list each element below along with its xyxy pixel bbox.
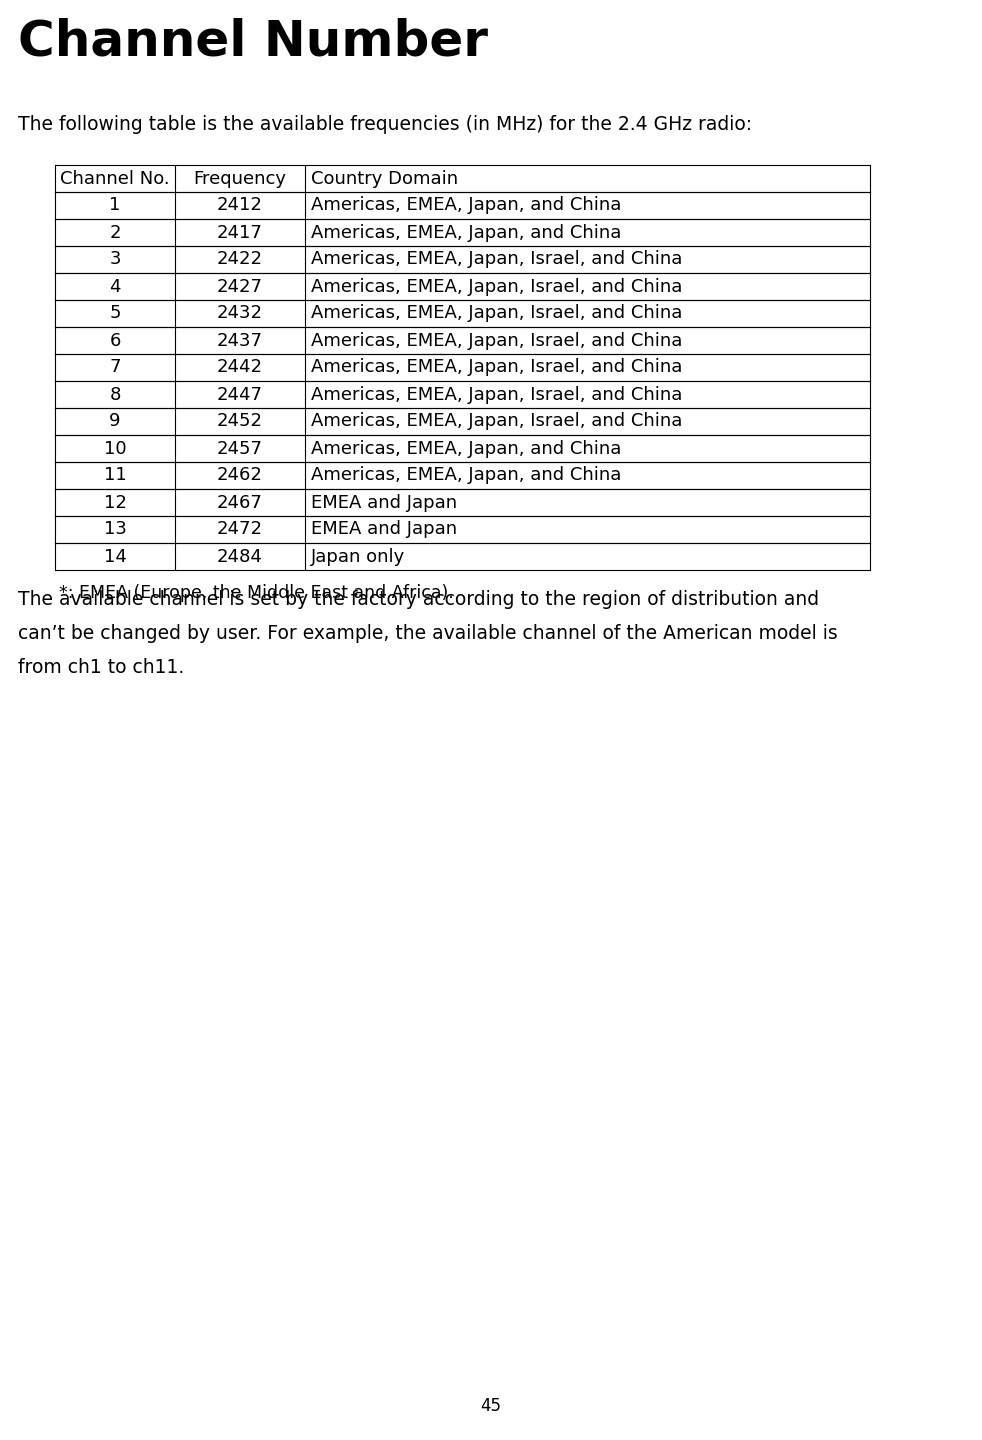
Text: 2432: 2432	[217, 304, 263, 323]
Text: 1: 1	[109, 196, 121, 215]
Text: from ch1 to ch11.: from ch1 to ch11.	[18, 658, 185, 677]
Text: 13: 13	[103, 520, 127, 539]
Text: The following table is the available frequencies (in MHz) for the 2.4 GHz radio:: The following table is the available fre…	[18, 115, 752, 134]
Text: 9: 9	[109, 412, 121, 431]
Text: Americas, EMEA, Japan, and China: Americas, EMEA, Japan, and China	[311, 439, 622, 458]
Text: *: EMEA (Europe, the Middle East and Africa).: *: EMEA (Europe, the Middle East and Afr…	[59, 585, 454, 602]
Text: 7: 7	[109, 359, 121, 376]
Text: 5: 5	[109, 304, 121, 323]
Text: Americas, EMEA, Japan, and China: Americas, EMEA, Japan, and China	[311, 196, 622, 215]
Text: 6: 6	[109, 331, 121, 350]
Text: Channel Number: Channel Number	[18, 17, 488, 66]
Text: 2452: 2452	[217, 412, 263, 431]
Text: 2457: 2457	[217, 439, 263, 458]
Text: 2442: 2442	[217, 359, 263, 376]
Text: The available channel is set by the factory according to the region of distribut: The available channel is set by the fact…	[18, 590, 819, 609]
Text: 8: 8	[109, 386, 121, 403]
Text: Country Domain: Country Domain	[311, 170, 459, 187]
Text: 2: 2	[109, 223, 121, 242]
Text: 3: 3	[109, 251, 121, 268]
Text: 11: 11	[104, 467, 127, 484]
Text: Americas, EMEA, Japan, Israel, and China: Americas, EMEA, Japan, Israel, and China	[311, 386, 682, 403]
Text: 2422: 2422	[217, 251, 263, 268]
Text: Americas, EMEA, Japan, and China: Americas, EMEA, Japan, and China	[311, 223, 622, 242]
Text: 2427: 2427	[217, 278, 263, 295]
Text: Japan only: Japan only	[311, 547, 406, 566]
Text: 2467: 2467	[217, 494, 263, 511]
Text: 2412: 2412	[217, 196, 263, 215]
Text: 2462: 2462	[217, 467, 263, 484]
Text: Americas, EMEA, Japan, Israel, and China: Americas, EMEA, Japan, Israel, and China	[311, 304, 682, 323]
Text: Americas, EMEA, Japan, Israel, and China: Americas, EMEA, Japan, Israel, and China	[311, 251, 682, 268]
Text: Americas, EMEA, Japan, Israel, and China: Americas, EMEA, Japan, Israel, and China	[311, 412, 682, 431]
Text: 10: 10	[104, 439, 127, 458]
Text: 2447: 2447	[217, 386, 263, 403]
Text: Frequency: Frequency	[193, 170, 287, 187]
Text: 2472: 2472	[217, 520, 263, 539]
Text: 2484: 2484	[217, 547, 263, 566]
Text: Channel No.: Channel No.	[60, 170, 170, 187]
Text: 45: 45	[480, 1397, 502, 1416]
Text: EMEA and Japan: EMEA and Japan	[311, 520, 458, 539]
Text: 4: 4	[109, 278, 121, 295]
Text: 2417: 2417	[217, 223, 263, 242]
Text: 14: 14	[103, 547, 127, 566]
Text: can’t be changed by user. For example, the available channel of the American mod: can’t be changed by user. For example, t…	[18, 624, 838, 644]
Text: 2437: 2437	[217, 331, 263, 350]
Text: EMEA and Japan: EMEA and Japan	[311, 494, 458, 511]
Text: Americas, EMEA, Japan, and China: Americas, EMEA, Japan, and China	[311, 467, 622, 484]
Text: 12: 12	[103, 494, 127, 511]
Text: Americas, EMEA, Japan, Israel, and China: Americas, EMEA, Japan, Israel, and China	[311, 278, 682, 295]
Text: Americas, EMEA, Japan, Israel, and China: Americas, EMEA, Japan, Israel, and China	[311, 359, 682, 376]
Text: Americas, EMEA, Japan, Israel, and China: Americas, EMEA, Japan, Israel, and China	[311, 331, 682, 350]
